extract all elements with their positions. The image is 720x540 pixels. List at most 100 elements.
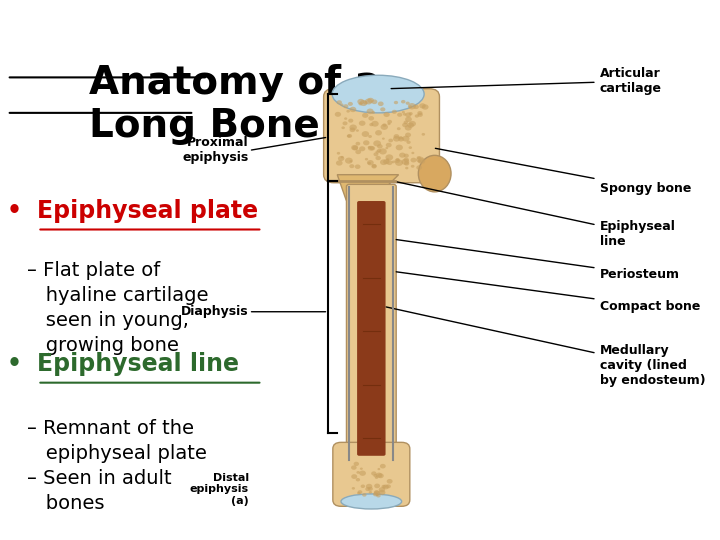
Circle shape bbox=[343, 122, 348, 125]
Circle shape bbox=[416, 157, 424, 163]
Circle shape bbox=[357, 99, 364, 104]
Circle shape bbox=[367, 160, 374, 165]
Circle shape bbox=[368, 146, 372, 148]
Circle shape bbox=[377, 149, 382, 152]
Circle shape bbox=[356, 478, 360, 482]
Circle shape bbox=[379, 148, 387, 154]
Circle shape bbox=[395, 159, 400, 163]
Circle shape bbox=[383, 159, 390, 164]
Circle shape bbox=[413, 105, 419, 109]
Circle shape bbox=[336, 160, 343, 166]
Circle shape bbox=[368, 162, 371, 165]
Circle shape bbox=[405, 132, 411, 137]
Circle shape bbox=[373, 140, 381, 146]
Circle shape bbox=[356, 142, 360, 145]
Circle shape bbox=[397, 113, 402, 117]
Circle shape bbox=[363, 101, 367, 104]
Circle shape bbox=[382, 485, 386, 488]
Text: Compact bone: Compact bone bbox=[396, 272, 700, 313]
Circle shape bbox=[384, 112, 390, 117]
FancyBboxPatch shape bbox=[346, 184, 396, 462]
Circle shape bbox=[374, 491, 380, 496]
Text: Medullary
cavity (lined
by endosteum): Medullary cavity (lined by endosteum) bbox=[386, 307, 705, 387]
Circle shape bbox=[362, 493, 366, 497]
Circle shape bbox=[376, 494, 379, 496]
Circle shape bbox=[416, 165, 422, 170]
Circle shape bbox=[411, 165, 415, 168]
Circle shape bbox=[405, 117, 412, 122]
Circle shape bbox=[351, 465, 356, 470]
Circle shape bbox=[388, 139, 393, 143]
Circle shape bbox=[365, 158, 368, 160]
Circle shape bbox=[338, 156, 344, 161]
Text: – Remnant of the
   epiphyseal plate
– Seen in adult
   bones: – Remnant of the epiphyseal plate – Seen… bbox=[27, 419, 207, 513]
Text: Epiphyseal line: Epiphyseal line bbox=[37, 352, 240, 376]
Circle shape bbox=[422, 133, 425, 136]
Circle shape bbox=[372, 164, 377, 168]
Circle shape bbox=[374, 490, 379, 494]
Circle shape bbox=[354, 462, 359, 466]
Circle shape bbox=[370, 146, 375, 151]
Circle shape bbox=[381, 124, 388, 130]
Circle shape bbox=[422, 104, 428, 110]
Circle shape bbox=[347, 134, 351, 138]
Circle shape bbox=[402, 111, 405, 113]
Circle shape bbox=[402, 159, 409, 165]
Circle shape bbox=[344, 117, 347, 120]
Circle shape bbox=[375, 476, 378, 479]
Circle shape bbox=[359, 146, 365, 151]
Circle shape bbox=[411, 152, 415, 154]
Ellipse shape bbox=[418, 156, 451, 192]
Circle shape bbox=[368, 135, 372, 138]
Circle shape bbox=[386, 143, 392, 147]
Circle shape bbox=[418, 113, 423, 117]
Circle shape bbox=[348, 119, 354, 123]
Circle shape bbox=[360, 100, 367, 106]
Circle shape bbox=[377, 468, 380, 470]
Circle shape bbox=[385, 154, 393, 160]
Circle shape bbox=[359, 102, 363, 105]
Circle shape bbox=[372, 111, 375, 114]
Circle shape bbox=[399, 153, 405, 158]
Circle shape bbox=[369, 491, 372, 494]
Circle shape bbox=[362, 113, 369, 118]
Circle shape bbox=[404, 161, 409, 166]
Text: – Flat plate of
   hyaline cartilage
   seen in young,
   growing bone: – Flat plate of hyaline cartilage seen i… bbox=[27, 261, 209, 355]
Circle shape bbox=[365, 487, 370, 491]
Circle shape bbox=[386, 484, 391, 488]
Text: Epiphyseal
line: Epiphyseal line bbox=[396, 182, 675, 248]
Circle shape bbox=[349, 160, 352, 163]
Circle shape bbox=[349, 164, 354, 168]
Circle shape bbox=[394, 134, 400, 139]
Circle shape bbox=[380, 159, 387, 165]
Circle shape bbox=[419, 103, 426, 109]
Circle shape bbox=[337, 152, 341, 154]
Text: Anatomy of a
Long Bone: Anatomy of a Long Bone bbox=[89, 64, 380, 145]
Circle shape bbox=[367, 98, 374, 103]
Ellipse shape bbox=[332, 75, 424, 113]
Circle shape bbox=[369, 123, 374, 126]
Circle shape bbox=[378, 102, 384, 106]
Circle shape bbox=[387, 479, 392, 484]
Circle shape bbox=[349, 124, 357, 130]
Circle shape bbox=[372, 121, 379, 127]
Circle shape bbox=[379, 490, 385, 495]
FancyBboxPatch shape bbox=[323, 89, 439, 183]
Circle shape bbox=[361, 131, 369, 137]
Ellipse shape bbox=[341, 494, 402, 509]
Text: •: • bbox=[6, 199, 22, 223]
Circle shape bbox=[376, 472, 382, 478]
Circle shape bbox=[408, 103, 416, 110]
Circle shape bbox=[358, 490, 362, 494]
Circle shape bbox=[335, 112, 341, 117]
Circle shape bbox=[348, 102, 353, 106]
Circle shape bbox=[341, 103, 343, 106]
Circle shape bbox=[361, 484, 365, 488]
Circle shape bbox=[352, 146, 358, 150]
Circle shape bbox=[408, 146, 412, 149]
Circle shape bbox=[410, 158, 417, 163]
Circle shape bbox=[380, 464, 386, 469]
Circle shape bbox=[418, 160, 421, 162]
Circle shape bbox=[345, 158, 353, 164]
Circle shape bbox=[357, 492, 361, 495]
